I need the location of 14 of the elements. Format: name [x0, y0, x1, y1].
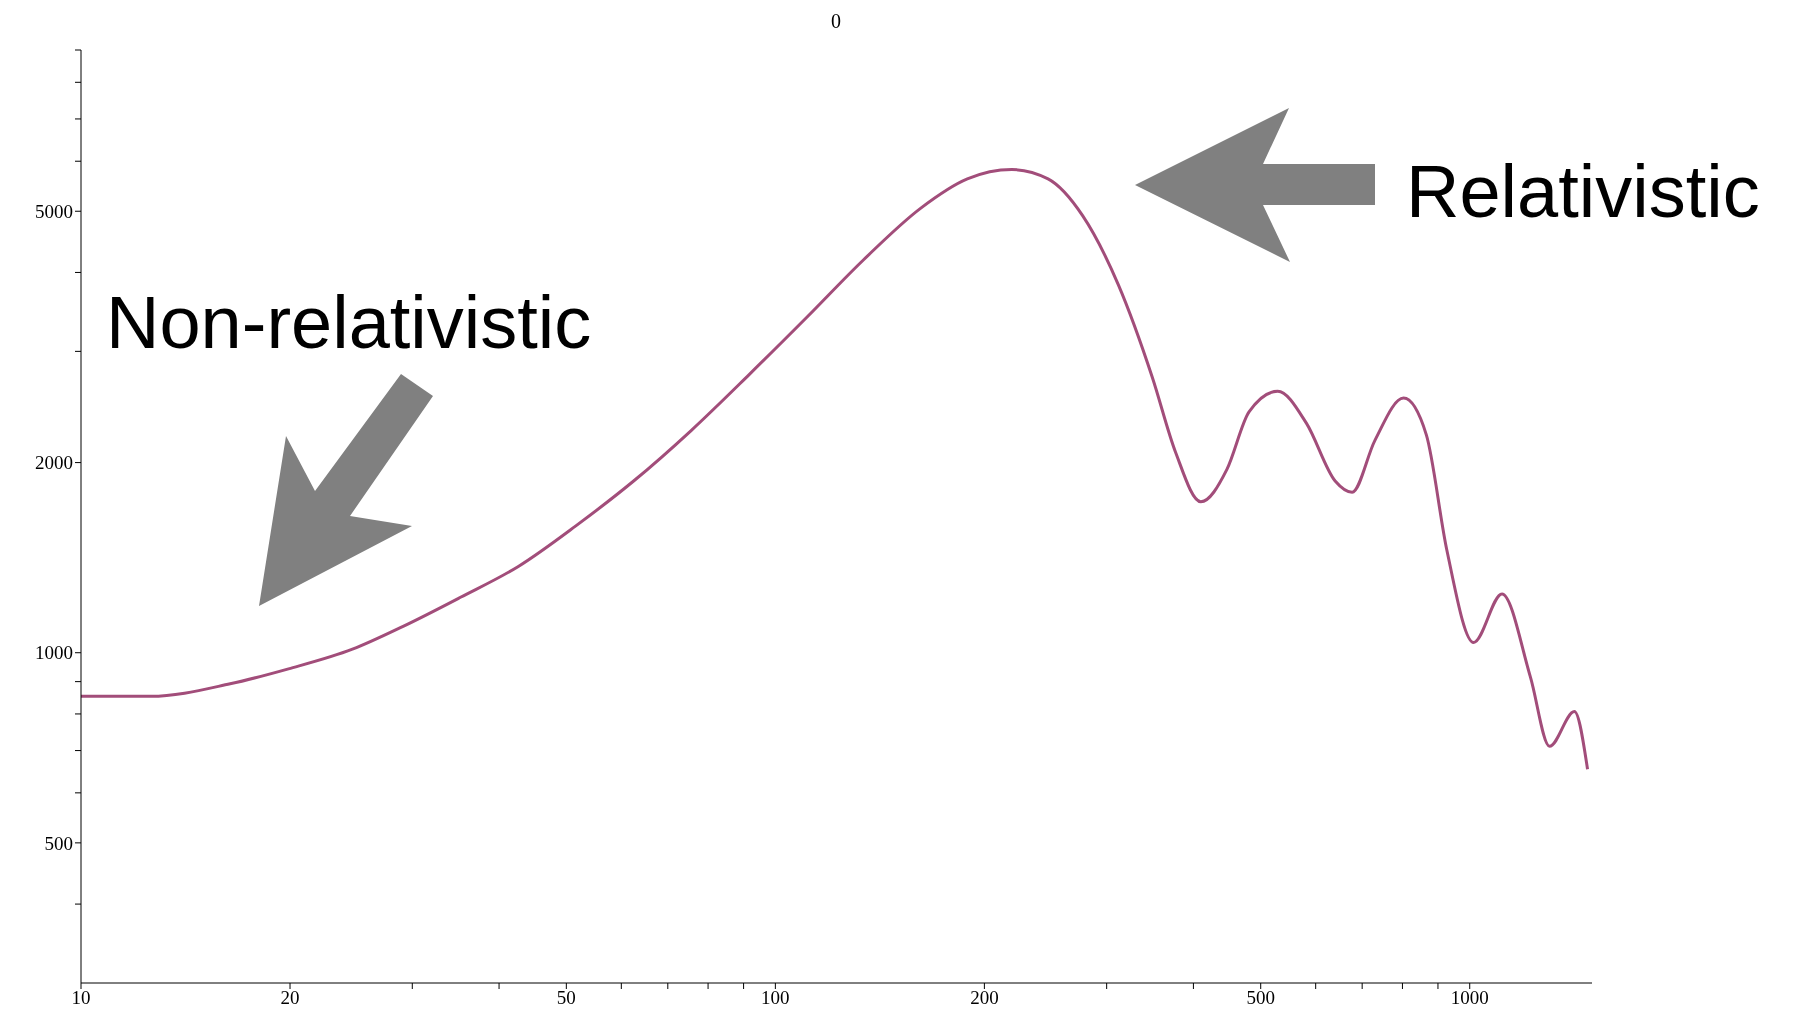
- x-tick-label: 10: [71, 987, 91, 1009]
- annotation: Relativistic: [1406, 150, 1760, 233]
- annotation: Non-relativistic: [106, 281, 592, 364]
- y-tick-label: 2000: [35, 452, 73, 474]
- x-tick-label: 20: [280, 987, 300, 1009]
- x-tick-label: 100: [761, 987, 790, 1009]
- x-tick-label: 50: [556, 987, 576, 1009]
- chart-title: 0: [831, 10, 841, 32]
- y-tick-label: 500: [44, 832, 73, 854]
- y-tick-label: 5000: [35, 200, 73, 222]
- y-tick-label: 1000: [35, 642, 73, 664]
- x-tick-label: 200: [970, 987, 999, 1009]
- x-tick-label: 500: [1246, 987, 1275, 1009]
- x-tick-label: 1000: [1450, 987, 1489, 1009]
